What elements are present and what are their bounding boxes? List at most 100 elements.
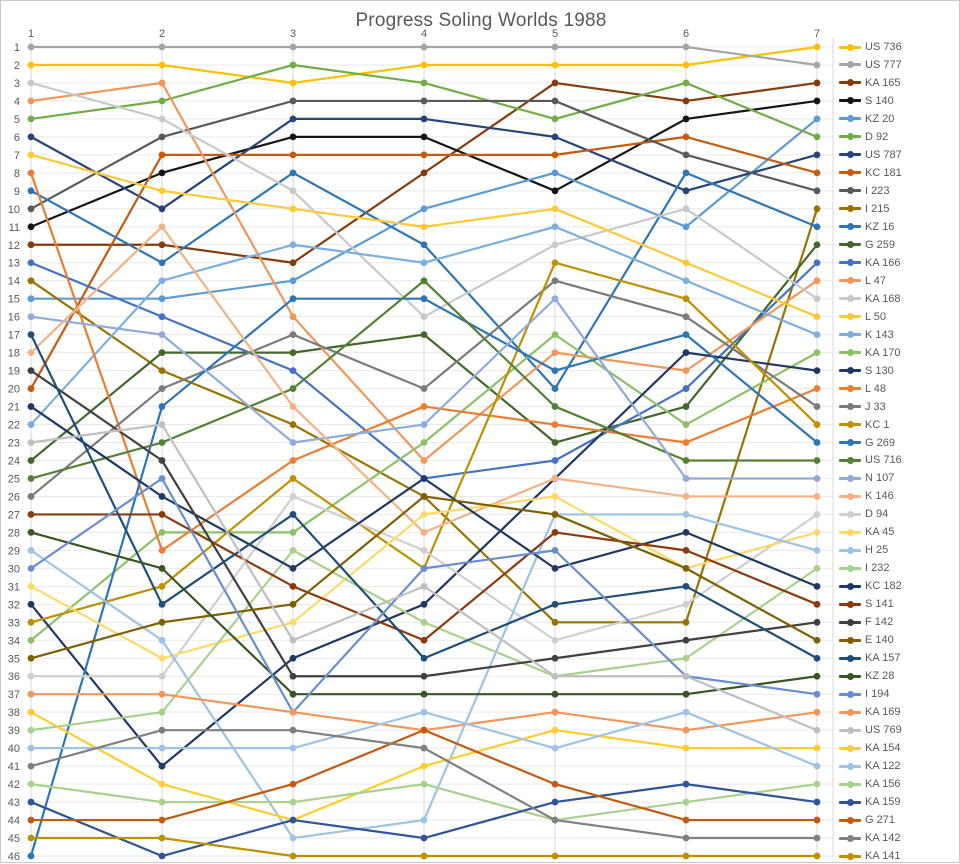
series-point-i-215[interactable]	[551, 618, 559, 626]
series-point-h-25[interactable]	[289, 834, 297, 842]
legend-item-i-232[interactable]: I 232	[839, 561, 889, 575]
series-point-l-50[interactable]	[551, 205, 559, 213]
series-point-s-130[interactable]	[682, 349, 690, 357]
series-point-kc-181[interactable]	[289, 151, 297, 159]
series-point-ka-122[interactable]	[551, 744, 559, 752]
series-point-ka-168[interactable]	[813, 295, 821, 303]
series-point-us-769[interactable]	[27, 439, 35, 446]
series-point-kc-182[interactable]	[551, 564, 559, 572]
series-point-us-716[interactable]	[551, 403, 559, 410]
series-point-ka-165[interactable]	[289, 259, 297, 267]
series-point-i-232[interactable]	[27, 726, 35, 734]
series-point-k-143[interactable]	[158, 277, 166, 285]
series-point-l-48[interactable]	[682, 439, 690, 446]
series-point-n-107[interactable]	[289, 439, 297, 446]
series-point-kz-16[interactable]	[158, 259, 166, 267]
legend-item-ka-154[interactable]: KA 154	[839, 741, 900, 755]
series-point-k-146[interactable]	[27, 349, 35, 357]
series-point-us-736[interactable]	[551, 61, 559, 69]
series-point-s-141[interactable]	[289, 582, 297, 590]
series-point-s-141[interactable]	[158, 511, 166, 518]
series-point-ka-159[interactable]	[27, 798, 35, 806]
series-point-kc-182[interactable]	[289, 564, 297, 572]
series-point-l-47[interactable]	[420, 457, 428, 464]
series-point-l-50[interactable]	[158, 187, 166, 195]
series-point-g-259[interactable]	[27, 457, 35, 464]
series-point-kz-16[interactable]	[813, 223, 821, 231]
series-point-d-92[interactable]	[813, 133, 821, 141]
legend-item-ka-170[interactable]: KA 170	[839, 346, 900, 360]
series-point-ka-45[interactable]	[27, 582, 35, 590]
series-point-ka-168[interactable]	[682, 205, 690, 213]
series-point-s-130[interactable]	[813, 367, 821, 375]
series-point-kz-28[interactable]	[420, 690, 428, 698]
series-point-ka-165[interactable]	[682, 97, 690, 105]
series-point-ka-156[interactable]	[682, 798, 690, 806]
series-point-i-194[interactable]	[420, 564, 428, 572]
series-point-kc-1[interactable]	[158, 582, 166, 590]
series-point-s-140[interactable]	[551, 187, 559, 195]
series-point-kc-181[interactable]	[551, 151, 559, 159]
legend-item-g-271[interactable]: G 271	[839, 813, 895, 827]
legend-item-us-716[interactable]: US 716	[839, 453, 902, 467]
series-point-e-140[interactable]	[551, 511, 559, 518]
series-point-g-269[interactable]	[289, 295, 297, 303]
series-point-us-736[interactable]	[813, 43, 821, 51]
series-point-kz-16[interactable]	[289, 169, 297, 177]
series-point-ka-122[interactable]	[813, 762, 821, 770]
series-point-ka-169[interactable]	[813, 708, 821, 716]
series-point-l-47[interactable]	[813, 277, 821, 285]
legend-item-g-269[interactable]: G 269	[839, 436, 895, 450]
series-point-ka-170[interactable]	[289, 529, 297, 536]
series-point-h-25[interactable]	[682, 511, 690, 518]
series-point-g-271[interactable]	[158, 816, 166, 824]
series-point-j-33[interactable]	[813, 403, 821, 410]
series-point-g-271[interactable]	[682, 816, 690, 824]
legend-item-us-769[interactable]: US 769	[839, 723, 902, 737]
series-point-us-716[interactable]	[289, 385, 297, 392]
series-point-n-107[interactable]	[420, 421, 428, 428]
series-point-i-215[interactable]	[682, 618, 690, 626]
series-point-ka-170[interactable]	[682, 421, 690, 428]
series-point-ka-166[interactable]	[27, 259, 35, 267]
series-point-kz-28[interactable]	[551, 690, 559, 698]
series-point-d-92[interactable]	[158, 97, 166, 105]
series-point-us-736[interactable]	[289, 79, 297, 87]
series-point-s-141[interactable]	[551, 529, 559, 536]
series-point-ka-166[interactable]	[682, 385, 690, 392]
series-point-n-107[interactable]	[551, 295, 559, 303]
series-point-ka-168[interactable]	[420, 313, 428, 321]
legend-item-k-143[interactable]: K 143	[839, 328, 894, 342]
series-point-ka-142[interactable]	[813, 834, 821, 842]
series-point-ka-141[interactable]	[813, 852, 821, 860]
series-point-kc-182[interactable]	[27, 403, 35, 410]
series-point-kz-16[interactable]	[551, 385, 559, 392]
series-point-s-141[interactable]	[813, 600, 821, 608]
series-point-ka-157[interactable]	[420, 654, 428, 662]
series-point-ka-166[interactable]	[813, 259, 821, 267]
legend-item-ka-142[interactable]: KA 142	[839, 831, 900, 845]
series-point-ka-157[interactable]	[27, 331, 35, 339]
legend-item-us-777[interactable]: US 777	[839, 58, 902, 72]
series-point-kc-182[interactable]	[682, 529, 690, 536]
series-point-d-92[interactable]	[682, 79, 690, 87]
legend-item-kc-182[interactable]: KC 182	[839, 579, 902, 593]
series-point-kz-20[interactable]	[551, 169, 559, 177]
series-point-ka-45[interactable]	[420, 511, 428, 518]
series-point-i-223[interactable]	[551, 97, 559, 105]
series-point-d-92[interactable]	[27, 115, 35, 123]
series-point-i-223[interactable]	[27, 205, 35, 213]
legend-item-n-107[interactable]: N 107	[839, 471, 894, 485]
series-point-s-130[interactable]	[289, 654, 297, 662]
series-point-s-141[interactable]	[682, 546, 690, 554]
series-point-ka-122[interactable]	[158, 744, 166, 752]
series-point-ka-165[interactable]	[158, 241, 166, 249]
series-point-ka-170[interactable]	[813, 349, 821, 357]
series-point-s-140[interactable]	[420, 133, 428, 141]
series-point-l-50[interactable]	[682, 259, 690, 267]
series-point-ka-165[interactable]	[551, 79, 559, 87]
series-point-i-215[interactable]	[158, 367, 166, 375]
series-point-f-142[interactable]	[27, 367, 35, 375]
series-point-i-223[interactable]	[289, 97, 297, 105]
series-point-i-223[interactable]	[682, 151, 690, 159]
